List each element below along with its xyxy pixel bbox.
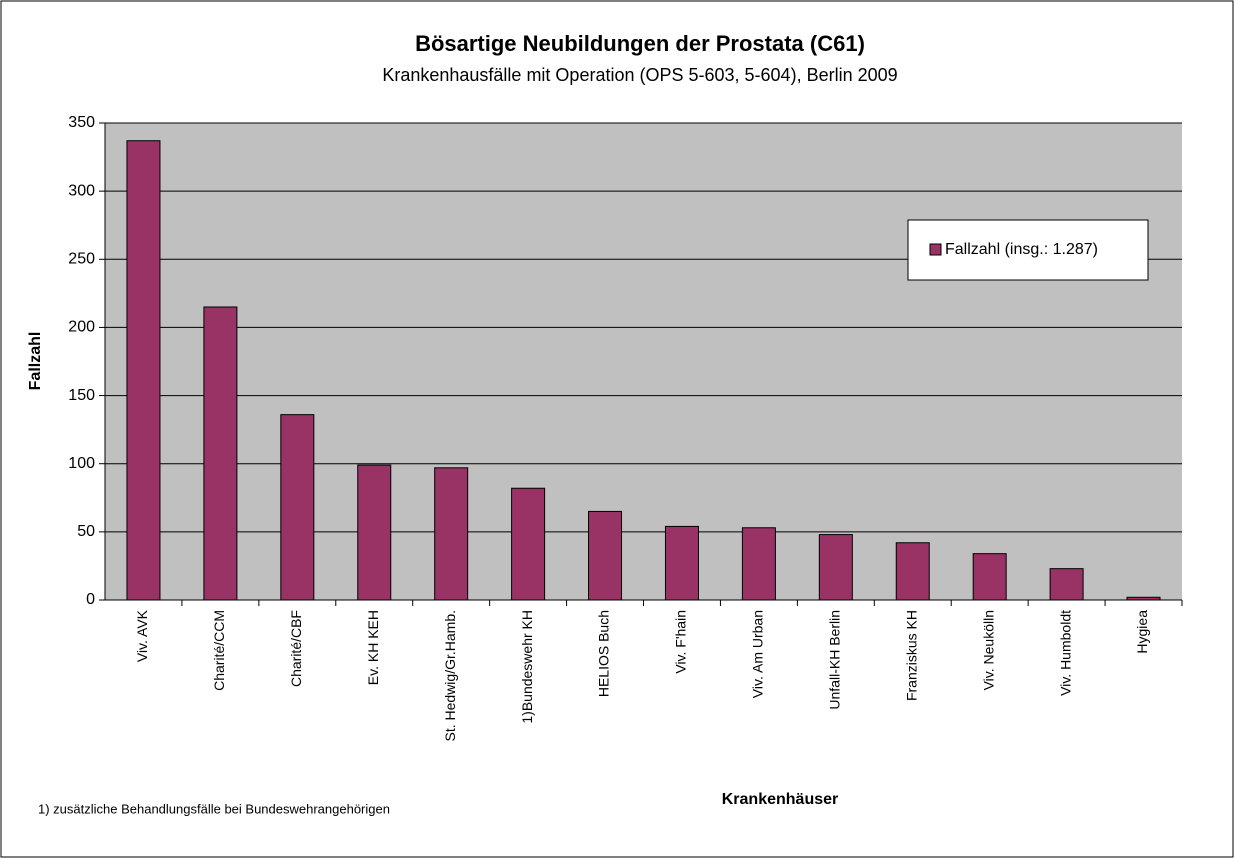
bar (972, 553, 1007, 601)
y-axis-label: Fallzahl (27, 332, 44, 391)
y-tick-label: 300 (68, 182, 95, 199)
x-tick-label: St. Hedwig/Gr.Hamb. (442, 610, 458, 742)
x-tick-label: Viv. Am Urban (750, 610, 766, 698)
legend-label: Fallzahl (insg.: 1.287) (945, 241, 1098, 258)
bar (1049, 568, 1084, 601)
x-tick-label: 1)Bundeswehr KH (519, 610, 535, 724)
x-tick-label: Viv. F'hain (673, 610, 689, 674)
bar (357, 464, 392, 601)
x-tick-label: Franziskus KH (903, 610, 919, 701)
x-tick-label: Charité/CBF (288, 610, 304, 687)
bar (664, 525, 699, 601)
bar (126, 140, 161, 601)
legend-swatch (929, 243, 942, 256)
bar (741, 527, 776, 601)
bar (203, 306, 238, 601)
bar (818, 534, 853, 601)
x-tick-label: Hygiea (1134, 610, 1150, 654)
y-tick-label: 100 (68, 455, 95, 472)
x-tick-label: Charité/CCM (211, 610, 227, 691)
bar (280, 414, 315, 601)
bar (434, 467, 469, 601)
plot-area (105, 123, 1182, 600)
x-tick-label: Viv. Humboldt (1057, 610, 1073, 696)
y-tick-label: 150 (68, 387, 95, 404)
x-tick-label: Viv. Neukölln (980, 610, 996, 690)
footnote: 1) zusätzliche Behandlungsfälle bei Bund… (38, 801, 390, 816)
x-tick-label: Ev. KH KEH (365, 610, 381, 685)
bar (895, 542, 930, 601)
x-tick-label: Viv. AVK (134, 609, 150, 662)
y-tick-label: 350 (68, 114, 95, 131)
x-tick-label: Unfall-KH Berlin (827, 610, 843, 710)
y-tick-label: 200 (68, 319, 95, 336)
x-axis-label: Krankenhäuser (722, 791, 839, 808)
y-tick-label: 250 (68, 251, 95, 268)
chart-subtitle: Krankenhausfälle mit Operation (OPS 5-60… (382, 65, 897, 85)
bar (511, 487, 546, 601)
bar (588, 510, 623, 601)
y-tick-label: 0 (86, 591, 95, 608)
legend-box (907, 219, 1149, 281)
y-tick-label: 50 (77, 523, 95, 540)
chart-title: Bösartige Neubildungen der Prostata (C61… (415, 31, 865, 56)
x-tick-label: HELIOS Buch (596, 610, 612, 697)
